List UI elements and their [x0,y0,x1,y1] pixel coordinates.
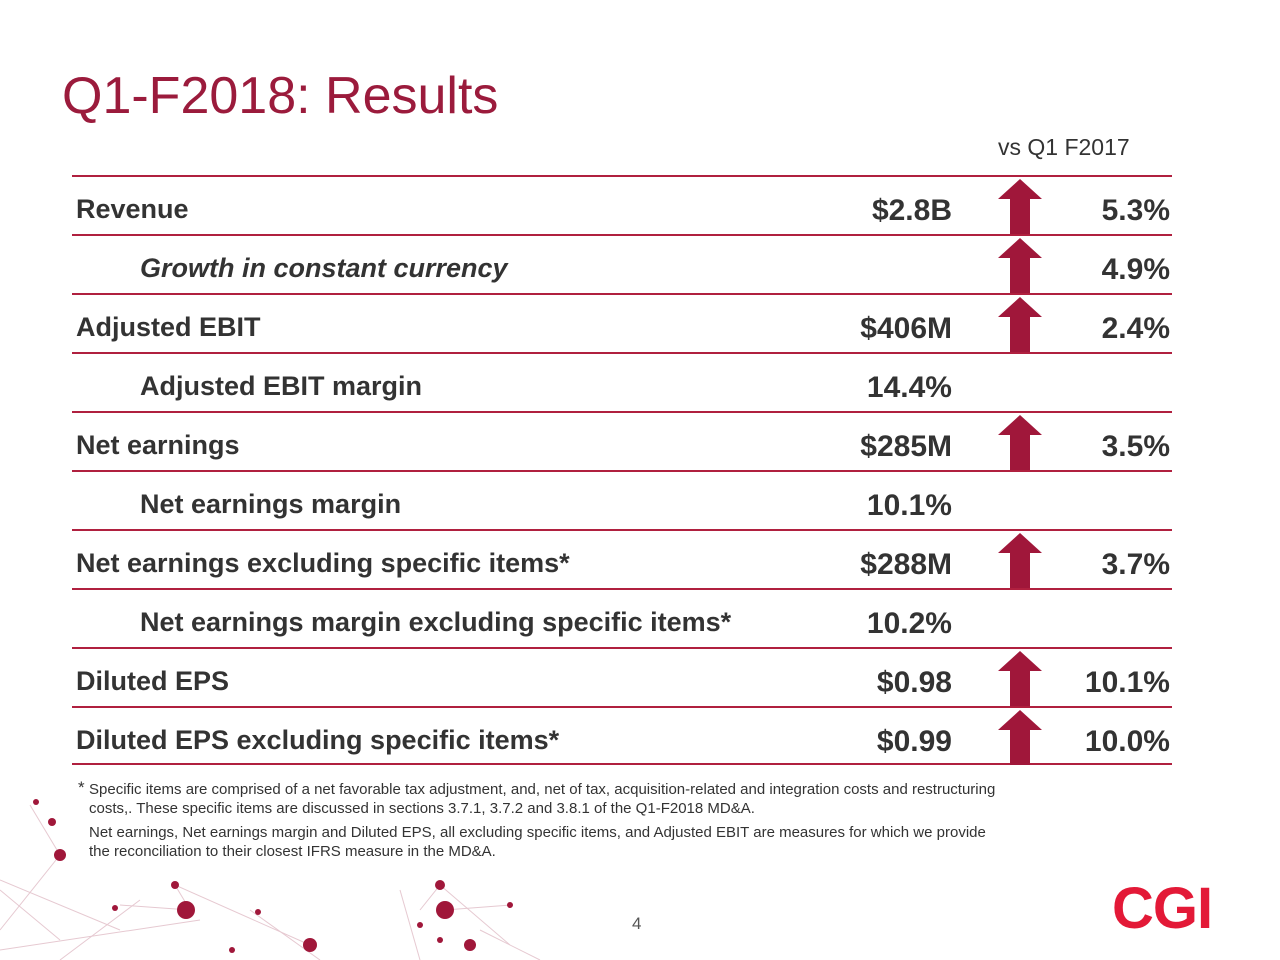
row-label: Revenue [76,194,189,224]
row-label: Diluted EPS [76,666,230,696]
up-arrow-icon [998,415,1042,470]
row-value: $288M [860,548,952,581]
table-row: Net earnings margin excluding specific i… [72,588,1172,647]
footnote-line: the reconciliation to their closest IFRS… [89,843,496,860]
table-row: Adjusted EBIT $406M 2.4% [72,293,1172,352]
row-label: Adjusted EBIT [76,312,261,342]
footnote-star: * [78,778,85,797]
table-row: Net earnings $285M 3.5% [72,411,1172,470]
network-decoration [0,799,541,960]
results-table: Revenue $2.8B 5.3% Growth in constant cu… [72,175,1172,765]
table-row: Net earnings margin 10.1% [72,470,1172,529]
up-arrow-icon [998,710,1042,765]
row-label: Diluted EPS excluding specific items* [76,725,560,755]
page-number: 4 [632,914,642,933]
row-label: Net earnings excluding specific items* [76,548,570,578]
table-row: Revenue $2.8B 5.3% [72,175,1172,234]
row-change: 3.5% [1101,430,1170,463]
footnote: * Specific items are comprised of a net … [78,778,1178,861]
up-arrow-icon [998,297,1042,352]
cgi-logo: CGI [1112,876,1213,941]
up-arrow-icon [998,179,1042,234]
footnote-line: Net earnings, Net earnings margin and Di… [89,824,986,841]
footnote-line: Specific items are comprised of a net fa… [89,781,996,798]
row-value: $0.99 [876,725,952,758]
row-change: 5.3% [1101,194,1170,227]
row-value: $285M [860,430,952,463]
row-change: 2.4% [1101,312,1170,345]
table-row: Adjusted EBIT margin 14.4% [72,352,1172,411]
row-value: 10.1% [866,489,952,522]
row-change: 3.7% [1101,548,1170,581]
row-label: Net earnings [76,430,240,460]
row-value: $2.8B [871,194,952,227]
row-label: Adjusted EBIT margin [140,371,423,401]
row-value: 14.4% [866,371,952,404]
row-change: 10.1% [1084,666,1170,699]
row-label: Net earnings margin [140,489,402,519]
slide-title: Q1-F2018: Results [62,67,499,125]
footnote-line: costs,. These specific items are discuss… [89,800,755,817]
table-row: Net earnings excluding specific items* $… [72,529,1172,588]
row-change: 10.0% [1084,725,1170,758]
row-label: Net earnings margin excluding specific i… [140,607,732,637]
table-row: Diluted EPS $0.98 10.1% [72,647,1172,706]
up-arrow-icon [998,651,1042,706]
comparison-header: vs Q1 F2017 [998,134,1130,160]
row-change: 4.9% [1101,253,1170,286]
row-value: 10.2% [866,607,952,640]
row-value: $406M [860,312,952,345]
table-row: Growth in constant currency 4.9% [72,234,1172,293]
row-label: Growth in constant currency [140,253,508,283]
row-value: $0.98 [876,666,952,699]
up-arrow-icon [998,238,1042,293]
up-arrow-icon [998,533,1042,588]
table-row: Diluted EPS excluding specific items* $0… [72,706,1172,765]
